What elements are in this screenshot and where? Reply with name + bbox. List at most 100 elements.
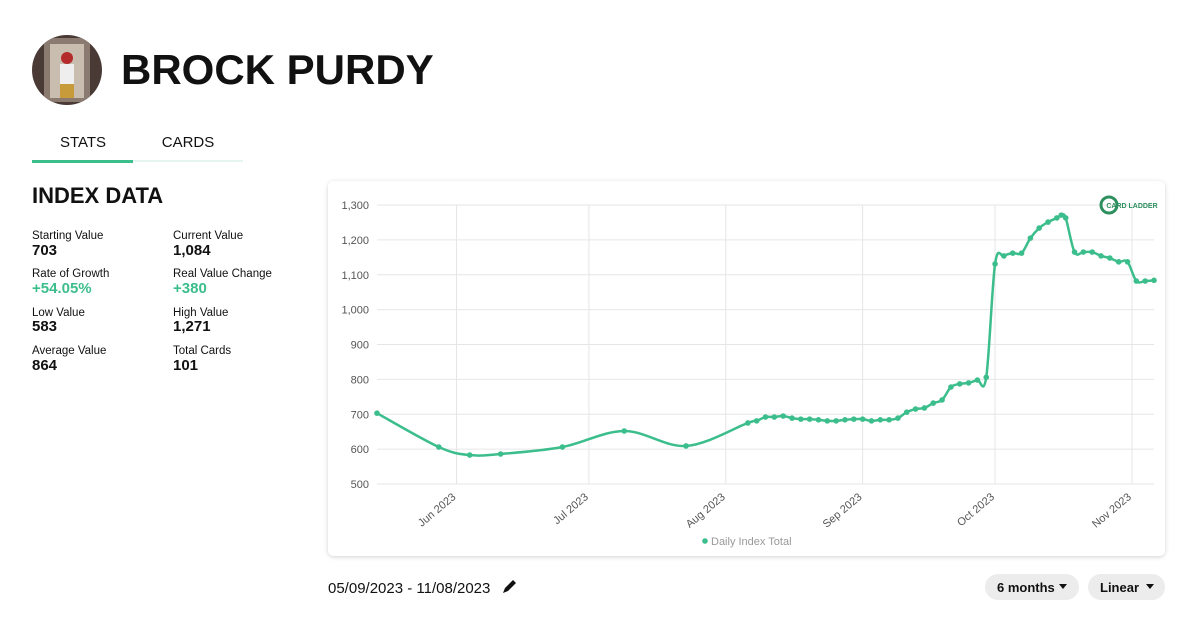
point: [1107, 255, 1113, 261]
stat-value: 1,271: [173, 318, 211, 335]
point: [1151, 277, 1157, 284]
point: [466, 452, 473, 458]
stat-label: Rate of Growth: [32, 268, 109, 280]
stat-value: 101: [173, 357, 198, 374]
point: [912, 406, 919, 412]
point: [789, 415, 795, 421]
point: [1098, 253, 1104, 259]
point: [850, 416, 857, 422]
stat-value: 864: [32, 357, 58, 374]
stat-value: 583: [32, 318, 57, 335]
point: [1001, 253, 1007, 259]
point: [762, 414, 769, 420]
point: [745, 420, 751, 426]
point: [621, 428, 628, 434]
point: [1080, 249, 1087, 255]
point: [1062, 215, 1069, 221]
point: [771, 414, 778, 420]
stat-value: 1,084: [173, 242, 211, 259]
point: [1036, 225, 1043, 231]
stat-label: High Value: [173, 307, 228, 319]
stat-label: Total Cards: [173, 345, 231, 357]
tab[interactable]: STATS: [60, 134, 106, 151]
point: [374, 410, 380, 417]
stat-value: +380: [173, 280, 207, 297]
y-tick-label: 900: [351, 340, 369, 352]
edit-icon[interactable]: [503, 580, 516, 593]
legend-swatch: [702, 538, 708, 544]
y-tick-label: 500: [351, 479, 369, 491]
point: [436, 444, 442, 450]
point: [806, 416, 813, 422]
tab[interactable]: CARDS: [162, 134, 215, 151]
section-title: INDEX DATA: [32, 183, 163, 208]
point: [1115, 259, 1122, 265]
point: [1054, 215, 1060, 221]
point: [1133, 278, 1140, 284]
point: [1027, 235, 1034, 241]
point: [1142, 278, 1148, 284]
dropdown-caret: [1059, 584, 1067, 589]
point: [895, 415, 901, 421]
y-tick-label: 1,000: [341, 305, 369, 317]
point: [965, 380, 972, 386]
point: [815, 417, 822, 423]
range-button[interactable]: [985, 574, 1079, 600]
y-tick-label: 800: [351, 374, 369, 386]
point: [974, 377, 981, 383]
stat-value: 703: [32, 242, 57, 259]
stat-value: +54.05%: [32, 280, 92, 297]
point: [824, 418, 831, 424]
point: [992, 261, 998, 267]
scale-button[interactable]: [1088, 574, 1165, 600]
button-label[interactable]: 6 months: [997, 580, 1055, 595]
point: [833, 418, 839, 424]
stats: Starting Value 703 Current Value 1,084 R…: [32, 230, 272, 374]
point: [842, 417, 848, 423]
point: [798, 416, 804, 422]
point: [886, 417, 892, 423]
point: [497, 451, 504, 457]
point: [983, 374, 990, 381]
point: [559, 444, 566, 450]
point: [1089, 249, 1095, 255]
point: [868, 418, 875, 424]
logo-mark: [1099, 195, 1119, 215]
stat-label: Low Value: [32, 307, 85, 319]
button-label[interactable]: Linear: [1100, 580, 1139, 595]
stat-label: Real Value Change: [173, 268, 272, 280]
y-tick-label: 1,300: [341, 200, 369, 212]
point: [948, 384, 954, 390]
point: [930, 400, 937, 406]
player-name: BROCK PURDY: [121, 46, 434, 93]
logo: CARD LADDER: [1106, 203, 1157, 210]
stat-label: Average Value: [32, 345, 106, 357]
tab-indicator: [32, 160, 133, 163]
point: [859, 416, 866, 422]
dropdown-caret: [1146, 584, 1154, 589]
point: [1018, 250, 1025, 256]
point: [780, 413, 786, 419]
stat-label: Current Value: [173, 230, 243, 242]
y-tick-label: 600: [351, 444, 369, 456]
point: [903, 409, 910, 415]
point: [956, 381, 963, 387]
date-range: 05/09/2023 - 11/08/2023: [328, 580, 490, 597]
tab-track: [32, 160, 243, 162]
avatar: [32, 35, 102, 105]
point: [1124, 259, 1131, 265]
point: [1058, 212, 1065, 218]
point: [1071, 249, 1078, 255]
y-tick-label: 700: [351, 409, 369, 421]
stat-label: Starting Value: [32, 230, 103, 242]
point: [753, 418, 760, 424]
point: [921, 405, 928, 411]
point: [683, 443, 689, 449]
point: [877, 417, 884, 423]
point: [1009, 250, 1016, 256]
point: [939, 397, 945, 403]
legend-label: Daily Index Total: [711, 536, 792, 548]
y-tick-label: 1,100: [341, 270, 369, 282]
